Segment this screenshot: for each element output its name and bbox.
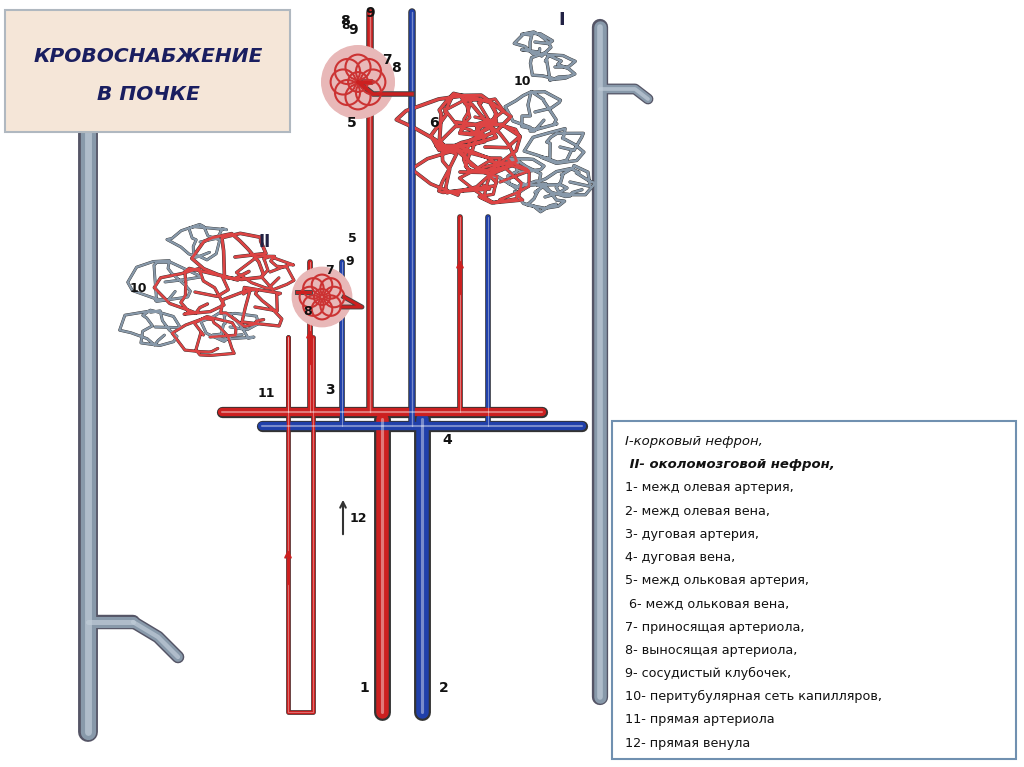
- Text: 10: 10: [129, 282, 146, 295]
- Text: 5: 5: [347, 116, 357, 130]
- Text: 8: 8: [391, 61, 400, 75]
- Circle shape: [322, 46, 394, 118]
- Circle shape: [292, 268, 351, 327]
- Text: 10- перитубулярная сеть капилляров,: 10- перитубулярная сеть капилляров,: [625, 690, 882, 703]
- Text: 2: 2: [439, 681, 449, 695]
- Text: 3- дуговая артерия,: 3- дуговая артерия,: [625, 528, 759, 541]
- Text: 1: 1: [359, 681, 369, 695]
- Text: 12- прямая венула: 12- прямая венула: [625, 736, 751, 749]
- Text: 7: 7: [326, 264, 335, 277]
- Text: 1- межд олевая артерия,: 1- межд олевая артерия,: [625, 482, 794, 495]
- Text: I: I: [559, 11, 565, 29]
- Text: 11: 11: [257, 387, 274, 400]
- Text: 5- межд ольковая артерия,: 5- межд ольковая артерия,: [625, 574, 809, 588]
- Text: 8: 8: [304, 305, 312, 318]
- Text: 8: 8: [340, 14, 350, 28]
- Text: 9: 9: [366, 6, 375, 20]
- Text: 9: 9: [346, 255, 354, 268]
- Text: 6- межд ольковая вена,: 6- межд ольковая вена,: [625, 597, 790, 611]
- Text: 11- прямая артериола: 11- прямая артериола: [625, 713, 774, 726]
- Text: 7- приносящая артериола,: 7- приносящая артериола,: [625, 621, 805, 634]
- Text: 7: 7: [382, 53, 392, 67]
- Text: 9- сосудистый клубочек,: 9- сосудистый клубочек,: [625, 667, 792, 680]
- Text: 12: 12: [349, 512, 367, 525]
- Text: 6: 6: [429, 116, 439, 130]
- Text: 9: 9: [348, 23, 357, 37]
- Text: 4- дуговая вена,: 4- дуговая вена,: [625, 551, 735, 564]
- Text: 2- межд олевая вена,: 2- межд олевая вена,: [625, 505, 770, 518]
- FancyBboxPatch shape: [5, 10, 290, 132]
- Text: 3: 3: [326, 383, 335, 397]
- Text: 10: 10: [513, 75, 530, 88]
- Text: В ПОЧКЕ: В ПОЧКЕ: [96, 85, 200, 104]
- FancyBboxPatch shape: [612, 421, 1016, 759]
- Text: 8: 8: [342, 19, 350, 32]
- Text: 4: 4: [442, 433, 452, 447]
- Text: II: II: [259, 233, 271, 251]
- Text: КРОВОСНАБЖЕНИЕ: КРОВОСНАБЖЕНИЕ: [34, 48, 263, 67]
- Text: 5: 5: [347, 232, 356, 245]
- Text: II- околомозговой нефрон,: II- околомозговой нефрон,: [625, 458, 835, 471]
- Text: I-корковый нефрон,: I-корковый нефрон,: [625, 435, 763, 448]
- Text: 8- выносящая артериола,: 8- выносящая артериола,: [625, 644, 798, 657]
